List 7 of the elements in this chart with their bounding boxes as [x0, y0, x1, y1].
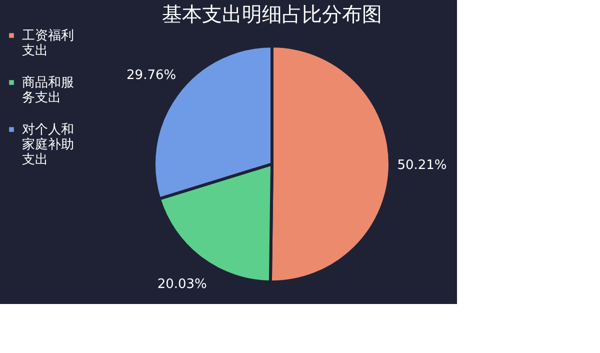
chart-title: 基本支出明细占比分布图	[162, 2, 382, 26]
data-label: 50.21%	[397, 158, 447, 173]
data-label: 20.03%	[157, 277, 207, 292]
legend-label: 商品和服务支出	[22, 76, 74, 106]
data-label: 29.76%	[126, 68, 176, 83]
legend-label: 工资福利支出	[22, 28, 74, 58]
legend-label: 对个人和家庭补助支出	[22, 122, 74, 168]
